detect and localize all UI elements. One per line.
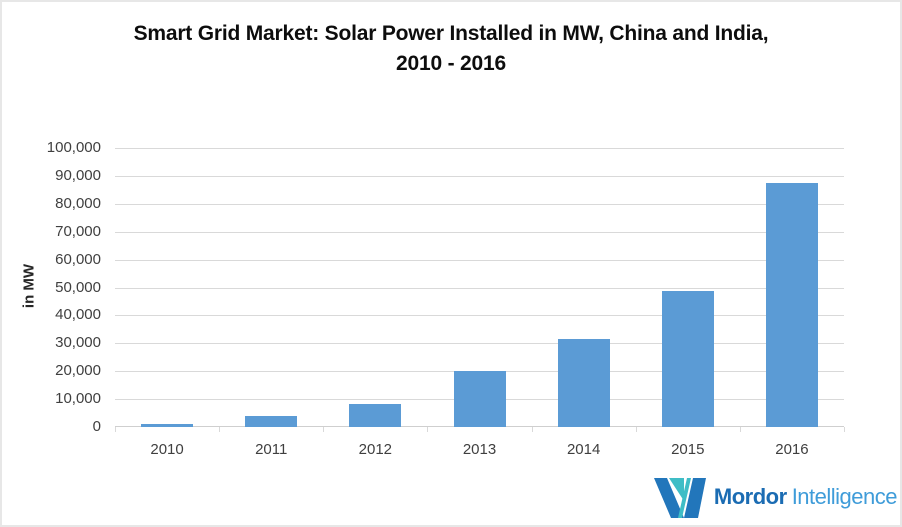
x-axis-tick xyxy=(739,427,741,432)
chart-title: Smart Grid Market: Solar Power Installed… xyxy=(2,19,900,79)
y-tick-label: 100,000 xyxy=(46,139,101,156)
y-tick-label: 40,000 xyxy=(55,306,101,324)
gridline xyxy=(115,231,844,233)
bar-2013 xyxy=(453,371,506,427)
bar-2010 xyxy=(141,424,194,427)
y-tick-label: 70,000 xyxy=(55,222,101,240)
y-tick-label: 50,000 xyxy=(55,278,101,296)
x-axis-tick xyxy=(115,427,116,432)
gridline xyxy=(115,259,844,261)
x-tick-label-2014: 2014 xyxy=(566,441,601,458)
bar-2016 xyxy=(765,182,818,427)
gridline xyxy=(115,287,844,289)
y-tick-label: 80,000 xyxy=(55,194,101,212)
y-tick-label: 90,000 xyxy=(55,166,101,184)
y-tick-label: 10,000 xyxy=(55,390,101,408)
logo-blue-band-right xyxy=(683,478,706,518)
y-axis-tick-labels: 0 10,000 20,000 30,000 40,000 50,000 60,000 70,… xyxy=(2,140,101,435)
x-axis-tick xyxy=(219,427,221,432)
gridline xyxy=(115,315,844,317)
x-tick-label-2012: 2012 xyxy=(358,441,393,458)
logo-text-primary: Mordor xyxy=(713,484,787,509)
logo-teal-triangle xyxy=(668,478,684,501)
y-tick-label: 30,000 xyxy=(55,334,101,352)
logo-text: Mordor Intelligence xyxy=(713,484,898,510)
bar-2011 xyxy=(245,415,298,427)
x-tick-label-2013: 2013 xyxy=(462,441,497,458)
x-tick-label-2011: 2011 xyxy=(255,441,288,458)
x-axis-tick xyxy=(427,427,429,432)
bar-2012 xyxy=(349,403,402,427)
logo-blue-band-left xyxy=(653,478,684,518)
y-tick-label: 0 xyxy=(92,418,101,435)
bar-2015 xyxy=(661,290,714,427)
x-tick-label-2015: 2015 xyxy=(671,441,705,458)
logo-teal-sliver xyxy=(677,478,691,518)
x-axis-tick xyxy=(844,427,845,432)
logo-text-secondary: Intelligence xyxy=(791,484,898,509)
chart-title-line-2: 2010 - 2016 xyxy=(396,52,506,75)
mordor-intelligence-logo: Mordor Intelligence xyxy=(653,474,898,520)
x-tick-label-2010: 2010 xyxy=(150,441,184,458)
plot-area xyxy=(115,148,844,427)
x-axis-tick xyxy=(635,427,637,432)
gridline xyxy=(115,175,844,177)
gridline xyxy=(115,203,844,205)
gridline xyxy=(115,343,844,345)
y-tick-label: 60,000 xyxy=(55,250,101,268)
x-axis: 2010 2011 2012 2013 2014 2015 2016 xyxy=(115,427,845,467)
x-tick-label-2016: 2016 xyxy=(775,441,809,458)
mordor-logo-m-icon xyxy=(653,478,706,518)
y-tick-label: 20,000 xyxy=(55,362,101,380)
x-axis-tick xyxy=(531,427,533,432)
chart-title-line-1: Smart Grid Market: Solar Power Installed… xyxy=(133,22,769,45)
x-axis-tick xyxy=(323,427,325,432)
gridline xyxy=(115,148,844,149)
bar-2014 xyxy=(557,339,610,427)
